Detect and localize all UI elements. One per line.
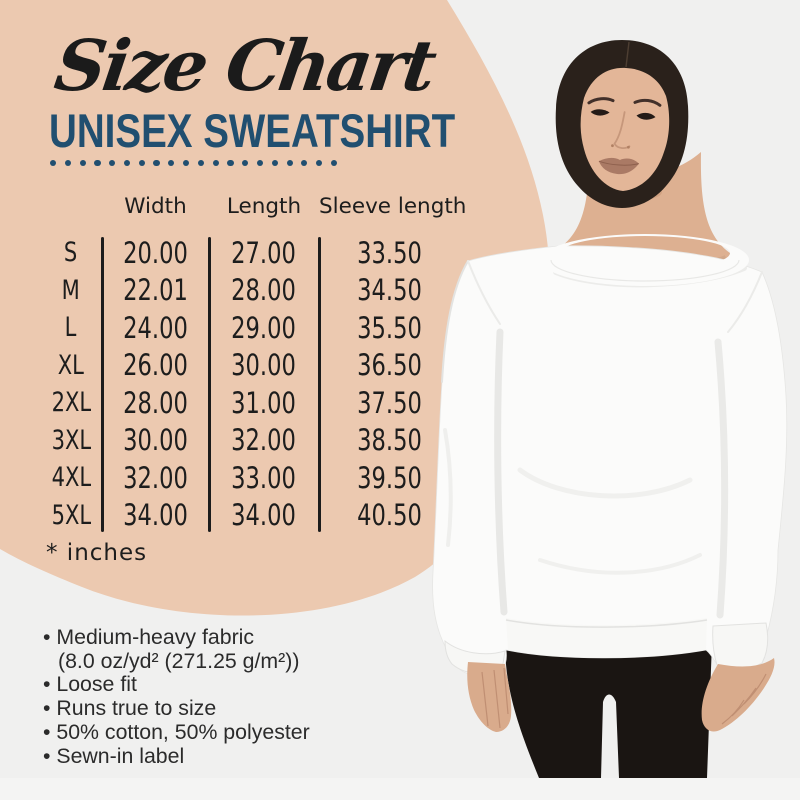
length-value: 30.00: [231, 348, 297, 383]
sleeve-value: 35.50: [357, 310, 422, 345]
width-value: 30.00: [123, 423, 188, 458]
peach-blob-shape: [0, 0, 550, 616]
left-eyebrow: [587, 97, 615, 105]
width-value: 28.00: [123, 385, 188, 420]
page-title: Size Chart: [50, 24, 439, 107]
hem-seam: [505, 619, 708, 628]
length-value: 33.00: [231, 460, 297, 495]
right-hand: [701, 658, 775, 732]
header-length: Length: [226, 194, 302, 219]
size-table-header: Width Length Sleeve length: [40, 194, 467, 219]
note-line: • Loose fit: [43, 672, 137, 697]
length-value: 31.00: [231, 385, 297, 420]
hair-part-line: [625, 41, 630, 68]
sleeve-value: 36.50: [357, 348, 422, 383]
length-value: 29.00: [231, 310, 297, 345]
size-label: XL: [57, 349, 85, 381]
size-label: 4XL: [51, 462, 91, 494]
length-value: 27.00: [231, 235, 297, 270]
length-value: 32.00: [231, 423, 297, 458]
width-value: 32.00: [123, 460, 188, 495]
sleeve-value: 33.50: [357, 235, 422, 270]
collar: [541, 234, 749, 286]
note-line: • Runs true to size: [43, 696, 217, 721]
right-eye: [636, 112, 656, 120]
width-value: 24.00: [123, 310, 188, 345]
size-label: L: [65, 312, 77, 344]
lips: [598, 157, 639, 175]
mouth-line: [598, 160, 639, 166]
width-value: 22.01: [123, 273, 188, 308]
size-table: S 20.00 27.00 33.50 M 22.01 28.00 34.50 …: [40, 234, 460, 534]
nostril: [611, 144, 614, 148]
right-eyebrow: [633, 98, 662, 107]
nostril: [627, 145, 630, 149]
sleeve-value: 38.50: [357, 423, 422, 458]
length-value: 28.00: [231, 273, 297, 308]
units-note: * inches: [46, 540, 148, 566]
width-value: 34.00: [123, 498, 188, 533]
table-divider: [208, 237, 211, 532]
sleeve-value: 40.50: [357, 498, 422, 533]
fabric-notes: • Medium-heavy fabric (8.0 oz/yd² (271.2…: [43, 625, 310, 768]
collar-seam: [550, 259, 740, 282]
right-cuff: [712, 622, 769, 671]
header-sleeve-length: Sleeve length: [319, 194, 467, 219]
hem-band: [506, 618, 707, 658]
nose: [613, 111, 631, 149]
sweatshirt: [432, 245, 788, 677]
sleeve-value: 39.50: [357, 460, 422, 495]
face-features: [587, 97, 662, 175]
sleeve-value: 37.50: [357, 385, 422, 420]
size-label: 2XL: [51, 387, 91, 419]
table-divider: [318, 237, 321, 532]
size-label: M: [61, 274, 81, 306]
length-value: 34.00: [231, 498, 297, 533]
note-line: • Sewn-in label: [43, 743, 185, 768]
note-line: • Medium-heavy fabric: [43, 625, 255, 649]
header-width: Width: [124, 194, 187, 219]
left-eye: [590, 109, 610, 116]
note-line: (8.0 oz/yd² (271.25 g/m²)): [58, 648, 300, 673]
product-subtitle: UNISEX SWEATSHIRT: [49, 104, 456, 157]
size-label: 3XL: [51, 424, 91, 456]
pants: [505, 642, 712, 778]
dotted-divider: [50, 160, 338, 167]
note-line: • 50% cotton, 50% polyester: [43, 719, 310, 744]
table-divider: [101, 237, 104, 532]
sleeve-value: 34.50: [357, 273, 422, 308]
width-value: 20.00: [123, 235, 188, 270]
left-hand: [467, 662, 512, 732]
size-label: 5XL: [51, 499, 91, 531]
size-label: S: [64, 237, 78, 269]
photo-bottom-strip: [0, 778, 800, 800]
header-spacer: [40, 194, 102, 219]
width-value: 26.00: [123, 348, 188, 383]
